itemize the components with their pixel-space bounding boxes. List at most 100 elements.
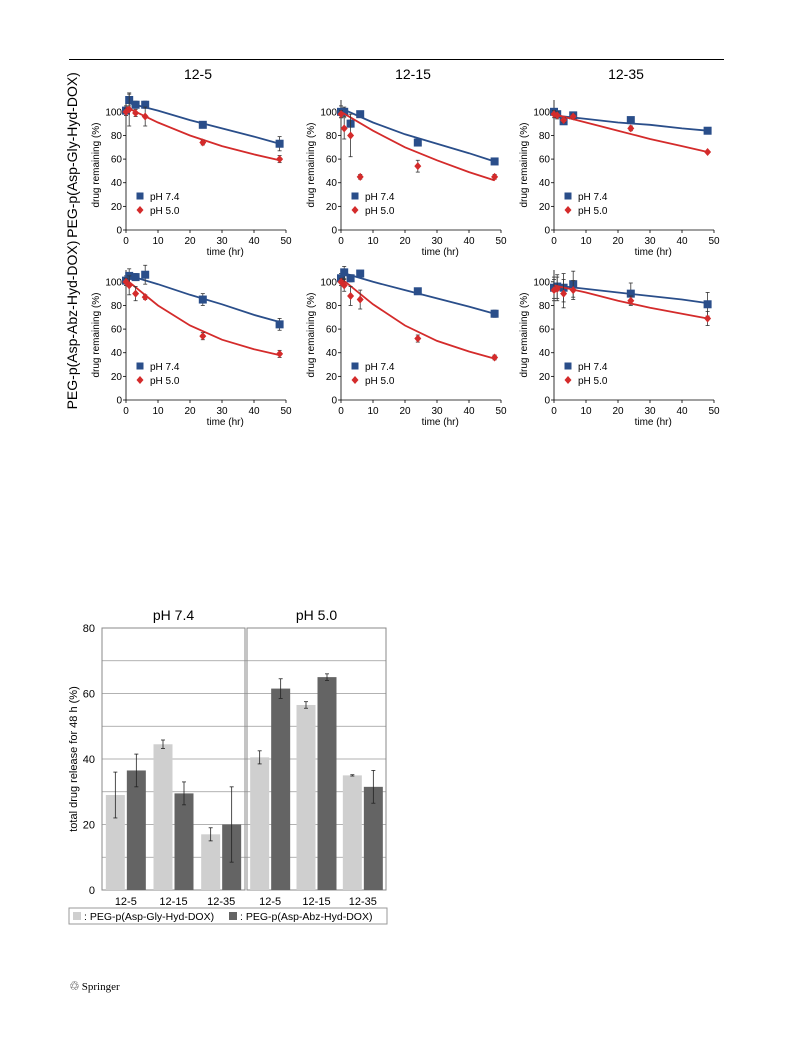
legend-label: : PEG-p(Asp-Gly-Hyd-DOX) xyxy=(84,911,214,923)
y-tick-label: 0 xyxy=(544,396,550,407)
category-label: 12-35 xyxy=(349,896,377,908)
category-label: 12-15 xyxy=(302,896,330,908)
x-tick-label: 10 xyxy=(580,406,592,417)
x-tick-label: 20 xyxy=(184,236,196,247)
legend-label: pH 5.0 xyxy=(150,206,180,217)
x-tick-label: 0 xyxy=(123,236,129,247)
data-point xyxy=(132,109,140,117)
legend-label: pH 7.4 xyxy=(150,362,180,373)
panel-title: pH 7.4 xyxy=(153,607,194,623)
data-point xyxy=(413,138,422,147)
bar xyxy=(317,677,337,890)
x-axis-label: time (hr) xyxy=(635,247,672,258)
x-tick-label: 0 xyxy=(123,406,129,417)
data-point xyxy=(704,148,712,156)
data-point xyxy=(275,139,284,148)
y-tick-label: 0 xyxy=(544,226,550,237)
panel-frame xyxy=(101,627,246,891)
y-tick-label: 100 xyxy=(320,107,337,118)
panel-frame xyxy=(246,627,387,891)
x-tick-label: 0 xyxy=(551,236,557,247)
y-tick-label: 80 xyxy=(111,301,123,312)
bar xyxy=(153,744,173,890)
springer-logo-icon: ♲ xyxy=(69,979,80,993)
x-axis-label: time (hr) xyxy=(422,417,459,428)
data-point xyxy=(560,116,568,125)
data-point xyxy=(131,100,140,109)
legend-label: pH 7.4 xyxy=(578,192,608,203)
data-point xyxy=(414,162,422,171)
release-plot-4: 0 20 40 60 80 100 0 10 20 30 40 50 time (hr) drug rem… xyxy=(64,241,292,428)
x-tick-label: 20 xyxy=(612,236,624,247)
y-axis-label: drug remaining (%) xyxy=(519,292,530,377)
y-tick-label: 0 xyxy=(116,396,122,407)
data-point xyxy=(132,289,140,298)
category-label: 12-5 xyxy=(259,896,281,908)
category-label: 12-15 xyxy=(159,896,187,908)
y-tick-label: 80 xyxy=(83,623,95,635)
data-point xyxy=(413,287,422,296)
data-point xyxy=(626,116,635,125)
release-plot-2: 0 20 40 60 80 100 0 10 20 30 40 50 time (hr) drug rem… xyxy=(306,66,507,258)
y-tick-label: 0 xyxy=(116,226,122,237)
y-tick-label: 80 xyxy=(111,131,123,142)
fit-curve xyxy=(553,284,708,320)
x-tick-label: 30 xyxy=(644,406,656,417)
y-tick-label: 0 xyxy=(331,226,337,237)
data-point xyxy=(125,105,133,114)
plot-title: 12-5 xyxy=(184,66,212,82)
series-ph50 xyxy=(337,110,499,182)
data-point xyxy=(276,349,284,358)
y-tick-label: 60 xyxy=(111,155,123,166)
y-tick-label: 80 xyxy=(326,301,338,312)
category-label: 12-5 xyxy=(115,896,137,908)
bar xyxy=(271,688,291,890)
legend-marker xyxy=(351,192,359,200)
data-point xyxy=(414,334,422,343)
y-tick-label: 40 xyxy=(83,754,95,766)
legend-frame xyxy=(68,907,388,925)
legend-marker xyxy=(351,362,359,370)
release-plot-3: 0 20 40 60 80 100 0 10 20 30 40 50 time (hr) drug rem… xyxy=(519,66,720,258)
y-tick-label: 100 xyxy=(533,107,550,118)
x-tick-label: 50 xyxy=(495,406,507,417)
data-point xyxy=(340,107,349,116)
data-point xyxy=(347,292,355,300)
release-plot-5: 0 20 40 60 80 100 0 10 20 30 40 50 time (hr) drug rem… xyxy=(306,266,507,428)
x-tick-label: 20 xyxy=(184,406,196,417)
plot-title: 12-15 xyxy=(395,66,431,82)
bar xyxy=(222,824,242,890)
x-tick-label: 30 xyxy=(216,236,228,247)
data-point xyxy=(141,270,150,279)
y-tick-label: 80 xyxy=(326,131,338,142)
x-tick-label: 0 xyxy=(551,406,557,417)
x-tick-label: 10 xyxy=(152,406,164,417)
x-tick-label: 40 xyxy=(248,406,260,417)
data-point xyxy=(553,284,561,293)
x-tick-label: 10 xyxy=(580,236,592,247)
panel-ph74: pH 7.4 12-5 12-15 12-35 xyxy=(101,607,246,908)
legend-marker xyxy=(136,206,144,214)
legend-label: pH 5.0 xyxy=(365,206,395,217)
x-tick-label: 40 xyxy=(676,406,688,417)
legend-marker xyxy=(564,206,572,214)
data-point xyxy=(491,172,499,181)
x-tick-label: 30 xyxy=(644,236,656,247)
y-tick-label: 20 xyxy=(326,372,338,383)
legend-marker xyxy=(136,376,144,384)
x-tick-label: 10 xyxy=(367,406,379,417)
release-plot-6: 0 20 40 60 80 100 0 10 20 30 40 50 time (hr) drug rem… xyxy=(519,270,720,428)
row-label: PEG-p(Asp-Abz-Hyd-DOX) xyxy=(64,241,80,410)
bar xyxy=(250,757,270,890)
x-axis-label: time (hr) xyxy=(207,247,244,258)
legend-swatch xyxy=(73,912,81,920)
y-tick-label: 20 xyxy=(83,820,95,832)
fit-curve xyxy=(553,113,708,153)
fit-curve xyxy=(125,106,280,162)
data-point xyxy=(275,320,284,329)
y-axis-label: drug remaining (%) xyxy=(519,122,530,207)
bar xyxy=(201,834,221,890)
y-tick-label: 40 xyxy=(326,178,338,189)
x-tick-label: 0 xyxy=(338,236,344,247)
y-axis-label: total drug release for 48 h (%) xyxy=(68,686,80,832)
